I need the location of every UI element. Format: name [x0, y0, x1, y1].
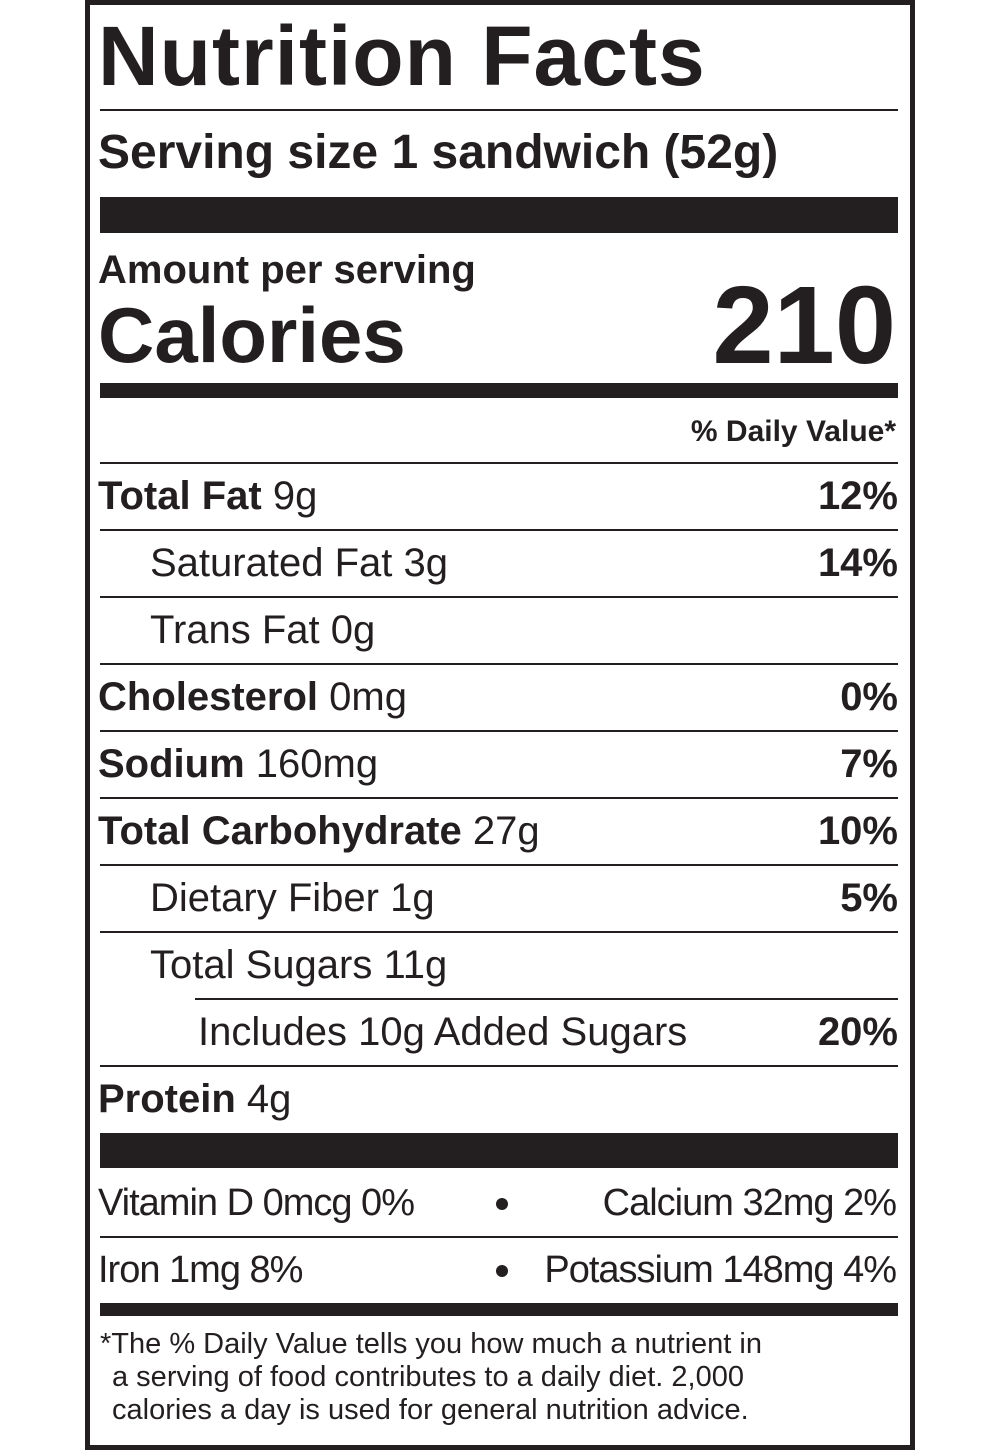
nutrient-row: Protein 4g — [0, 1066, 898, 1133]
nutrient-name: Includes 10g Added Sugars — [198, 1010, 688, 1054]
nutrient-name: Total Sugars 11g — [150, 943, 448, 987]
rule — [100, 663, 898, 665]
nutrient-amount: 4g — [246, 1077, 292, 1121]
daily-value: 20% — [817, 1010, 898, 1054]
nutrient-name: Protein 4g — [98, 1077, 292, 1121]
nutrient-row: Total Sugars 11g — [0, 932, 898, 999]
nutrient-row: Trans Fat 0g — [0, 597, 898, 664]
nutrient-name: Sodium 160mg — [98, 742, 379, 786]
nutrient-amount: 0mg — [329, 675, 407, 719]
amount-per-serving: Amount per serving — [98, 248, 476, 292]
vitamin-right: Calcium 32mg 2% — [602, 1182, 897, 1224]
nutrient-amount: 27g — [472, 809, 540, 853]
vitamin-row: Vitamin D 0mcg 0% Calcium 32mg 2% — [0, 1170, 898, 1237]
rule — [100, 529, 898, 531]
nutrient-name: Dietary Fiber 1g — [150, 876, 435, 920]
nutrient-amount: 3g — [403, 541, 449, 585]
daily-value: 12% — [817, 474, 898, 518]
rule — [100, 596, 898, 598]
title: Nutrition Facts — [98, 9, 706, 103]
vitamin-right: Potassium 148mg 4% — [544, 1249, 897, 1291]
dv-header: % Daily Value* — [690, 415, 896, 448]
nutrient-row: Total Carbohydrate 27g 10% — [0, 798, 898, 865]
rule — [100, 797, 898, 799]
nutrient-name: Total Fat 9g — [98, 474, 318, 518]
nutrient-row: Total Fat 9g 12% — [0, 463, 898, 530]
rule — [100, 864, 898, 866]
footnote-line: calories a day is used for general nutri… — [112, 1394, 749, 1426]
thick-bar — [100, 197, 898, 233]
nutrient-amount: 11g — [383, 943, 448, 987]
daily-value: 14% — [817, 541, 898, 585]
nutrient-row: Sodium 160mg 7% — [0, 731, 898, 798]
rule — [100, 931, 898, 933]
rule — [100, 730, 898, 732]
nutrient-row: Saturated Fat 3g 14% — [0, 530, 898, 597]
rule — [100, 1236, 898, 1238]
nutrient-amount: 1g — [390, 876, 435, 920]
vitamin-left: Vitamin D 0mcg 0% — [98, 1182, 415, 1224]
serving-size: Serving size 1 sandwich (52g) — [98, 126, 779, 179]
nutrient-row: Includes 10g Added Sugars 20% — [0, 999, 898, 1066]
nutrient-row: Cholesterol 0mg 0% — [0, 664, 898, 731]
calories-label: Calories — [98, 291, 406, 379]
medium-bar — [100, 1303, 898, 1316]
footnote-line: a serving of food contributes to a daily… — [112, 1361, 744, 1393]
nutrient-name: Saturated Fat 3g — [150, 541, 449, 585]
medium-bar — [100, 383, 898, 398]
nutrient-name: Trans Fat 0g — [150, 608, 376, 652]
rule — [100, 1065, 898, 1067]
daily-value: 10% — [817, 809, 898, 853]
bullet — [496, 1197, 508, 1210]
daily-value: 0% — [840, 675, 898, 719]
nutrient-name: Cholesterol 0mg — [98, 675, 407, 719]
rule — [100, 462, 898, 464]
daily-value: 7% — [840, 742, 898, 786]
label-border — [85, 0, 915, 1450]
vitamin-row: Iron 1mg 8% Potassium 148mg 4% — [0, 1237, 898, 1304]
footnote-line: *The % Daily Value tells you how much a … — [100, 1328, 762, 1360]
nutrient-name: Total Carbohydrate 27g — [98, 809, 540, 853]
vitamin-left: Iron 1mg 8% — [98, 1249, 303, 1291]
nutrient-amount: 160mg — [255, 742, 379, 786]
thick-bar — [100, 1133, 898, 1168]
calories-value: 210 — [712, 264, 896, 387]
nutrient-amount: 0g — [330, 608, 376, 652]
rule — [100, 109, 898, 111]
daily-value: 5% — [840, 876, 898, 920]
rule — [195, 998, 898, 1000]
bullet — [496, 1264, 508, 1277]
nutrient-amount: 9g — [272, 474, 318, 518]
nutrient-row: Dietary Fiber 1g 5% — [0, 865, 898, 932]
